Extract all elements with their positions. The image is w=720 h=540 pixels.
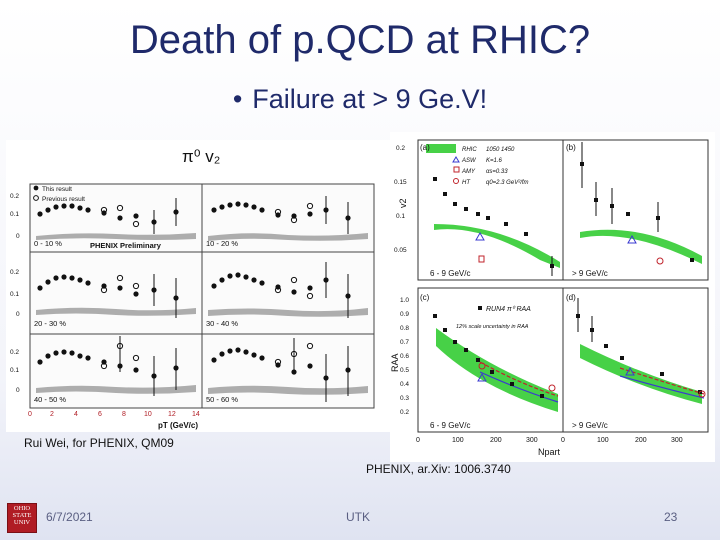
x-tick: 200 <box>490 437 502 444</box>
x-tick: 8 <box>122 411 126 418</box>
x-tick: 0 <box>28 411 32 418</box>
x-tick: 0 <box>561 437 565 444</box>
panel-label: 20 - 30 % <box>34 319 66 328</box>
x-tick: 0 <box>416 437 420 444</box>
panel-frame <box>29 183 203 253</box>
panel-label-a: (a) <box>420 143 430 152</box>
raa-y-label: RAA <box>390 353 400 372</box>
left-figure-v2-panels: π⁰ v₂ <box>6 140 390 432</box>
right-credit-caption: PHENIX, ar.Xiv: 1006.3740 <box>366 462 511 476</box>
v2-y-tick: 0.2 <box>396 145 405 152</box>
slide-title: Death of p.QCD at RHIC? <box>129 18 591 62</box>
raa-y-tick: 0.8 <box>400 325 409 332</box>
legend-a-item: AMY <box>461 169 476 175</box>
x-tick: 10 <box>144 411 152 418</box>
y-tick: 0.1 <box>10 211 19 218</box>
panel-label: 50 - 60 % <box>206 395 238 404</box>
left-credit-caption: Rui Wei, for PHENIX, QM09 <box>24 436 174 450</box>
y-tick: 0 <box>16 311 20 318</box>
x-axis-label: pT (GeV/c) <box>158 421 198 430</box>
legend-this-result: This result <box>42 186 72 193</box>
y-tick: 0.2 <box>10 269 19 276</box>
raa-y-tick: 0.3 <box>400 395 409 402</box>
footer-center-text: UTK <box>346 510 370 524</box>
left-figure-legend: This result Previous result <box>33 185 85 203</box>
raa-y-tick: 0.7 <box>400 339 409 346</box>
logo-line: OHIO <box>13 505 31 512</box>
legend-a-item: HT <box>462 180 471 186</box>
legend-a-note: 1050 1450 <box>486 147 515 153</box>
panel-label: 30 - 40 % <box>206 319 238 328</box>
range-label: 6 - 9 GeV/c <box>430 421 470 430</box>
v2-y-tick: 0.05 <box>394 247 407 254</box>
x-tick: 6 <box>98 411 102 418</box>
legend-a-note: q0=2.3 GeV²/fm <box>486 180 529 186</box>
legend-a-note: αs=0.33 <box>486 169 508 175</box>
x-tick: 4 <box>74 411 78 418</box>
v2-y-label: v2 <box>398 198 408 208</box>
panel-frame <box>201 251 375 335</box>
legend-c-note: 12% scale uncertainty in RAA <box>456 324 529 330</box>
panel-frame <box>201 183 375 253</box>
panel-label: 40 - 50 % <box>34 395 66 404</box>
x-tick: 100 <box>452 437 464 444</box>
logo-line: STATE <box>12 512 32 519</box>
panel-label: 0 - 10 % <box>34 239 62 248</box>
logo-line: UNIV <box>13 519 31 526</box>
panel-frame <box>29 333 203 409</box>
legend-previous-result: Previous result <box>42 196 85 203</box>
footer-page-number: 23 <box>664 510 678 524</box>
x-tick: 300 <box>671 437 683 444</box>
x-tick: 100 <box>597 437 609 444</box>
y-tick: 0 <box>16 387 20 394</box>
raa-y-tick: 0.6 <box>400 353 409 360</box>
panel-frame <box>29 251 203 335</box>
right-figure-raa-v2: (a) (b) (c) (d) RHIC 1050 1450 ASW K=1.6… <box>390 132 715 462</box>
university-logo: OHIO STATE UNIV <box>7 503 37 533</box>
range-label: > 9 GeV/c <box>572 421 608 430</box>
panel-frame <box>562 139 709 281</box>
raa-y-tick: 0.5 <box>400 367 409 374</box>
panel-label: 10 - 20 % <box>206 239 238 248</box>
bullet-point: • Failure at > 9 Ge.V! <box>0 84 720 115</box>
x-tick: 200 <box>635 437 647 444</box>
range-label: > 9 GeV/c <box>572 269 608 278</box>
y-tick: 0.2 <box>10 193 19 200</box>
legend-a-note: K=1.6 <box>486 158 503 164</box>
panel-label-d: (d) <box>566 293 576 302</box>
preliminary-label: PHENIX Preliminary <box>90 241 162 250</box>
legend-a-item: RHIC <box>462 147 477 153</box>
footer-date: 6/7/2021 <box>46 510 93 524</box>
bullet-marker: • <box>232 84 243 114</box>
v2-y-tick: 0.1 <box>396 213 405 220</box>
bullet-text: Failure at > 9 Ge.V! <box>252 84 488 114</box>
legend-c: RUN4 π⁰ RAA <box>486 305 531 313</box>
panel-frame <box>562 287 709 433</box>
x-tick: 14 <box>192 411 200 418</box>
raa-y-tick: 0.9 <box>400 311 409 318</box>
x-axis-label: Npart <box>538 447 561 457</box>
range-label: 6 - 9 GeV/c <box>430 269 470 278</box>
x-tick: 12 <box>168 411 176 418</box>
y-tick: 0.1 <box>10 291 19 298</box>
left-figure-heading: π⁰ v₂ <box>182 147 220 166</box>
raa-y-tick: 0.4 <box>400 381 409 388</box>
panel-label-c: (c) <box>420 293 430 302</box>
legend-a-item: ASW <box>461 158 477 164</box>
panel-label-b: (b) <box>566 143 576 152</box>
y-tick: 0.1 <box>10 367 19 374</box>
x-tick: 300 <box>526 437 538 444</box>
v2-y-tick: 0.15 <box>394 179 407 186</box>
y-tick: 0 <box>16 233 20 240</box>
raa-y-tick: 1.0 <box>400 297 409 304</box>
panel-frame <box>201 333 375 409</box>
legend-a: RHIC 1050 1450 ASW K=1.6 AMY αs=0.33 HT … <box>461 147 529 186</box>
x-tick: 2 <box>50 411 54 418</box>
y-tick: 0.2 <box>10 349 19 356</box>
raa-y-tick: 0.2 <box>400 409 409 416</box>
